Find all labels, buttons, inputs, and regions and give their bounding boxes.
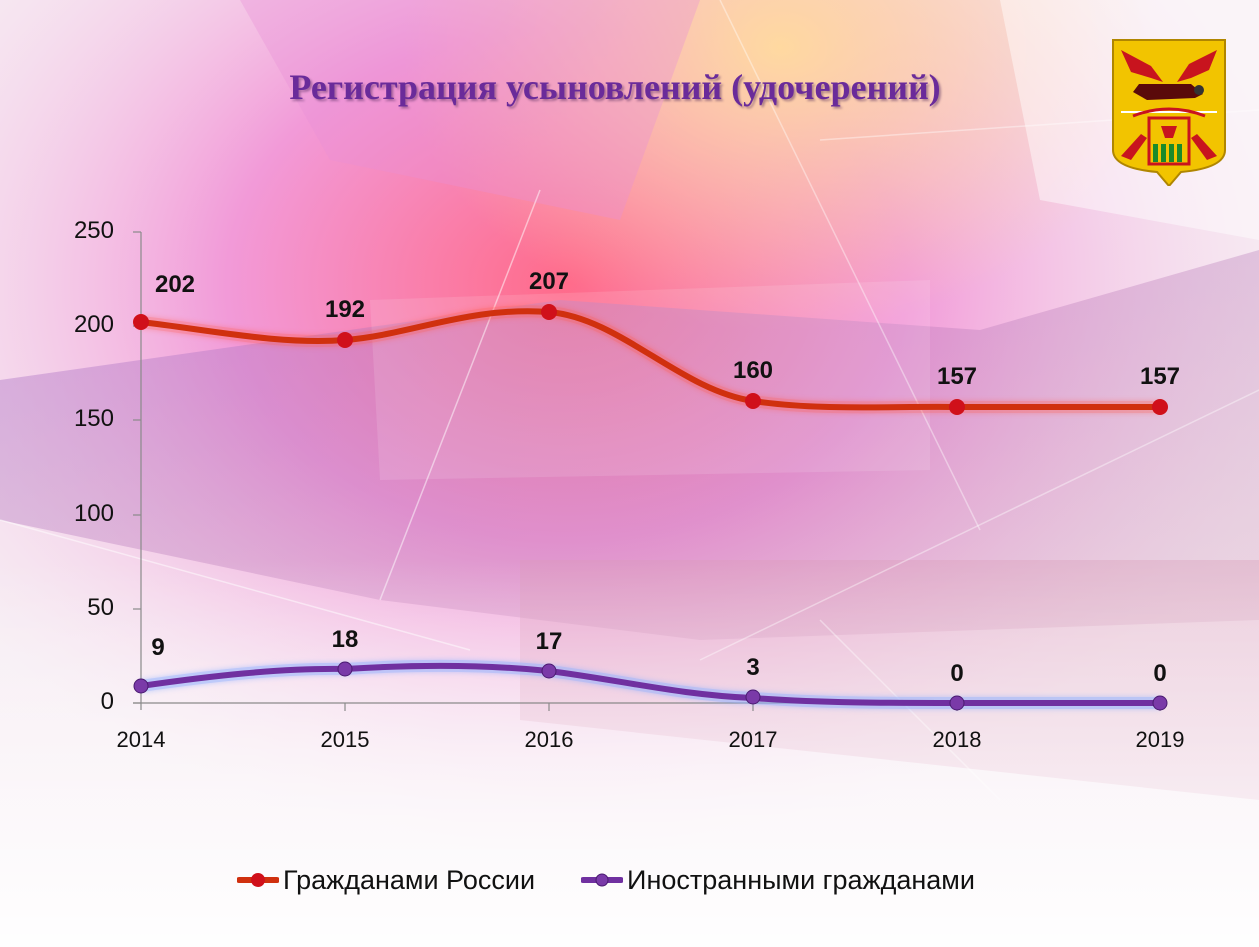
data-point	[337, 332, 353, 348]
data-point	[133, 314, 149, 330]
y-tick-label: 100	[73, 500, 114, 527]
series-foreign	[133, 659, 1168, 711]
y-tick-label: 200	[73, 311, 114, 338]
y-tick-label: 150	[73, 405, 114, 432]
y-tick-label: 0	[100, 688, 114, 715]
x-tick-label: 2019	[1135, 727, 1185, 752]
data-label: 157	[936, 363, 978, 390]
x-tick-label: 2017	[728, 727, 778, 752]
data-point	[949, 399, 965, 415]
legend-marker-red-icon	[237, 873, 279, 887]
x-tick-label: 2018	[932, 727, 982, 752]
legend-item-foreign[interactable]: Иностранными гражданами	[581, 865, 975, 896]
data-label: 3	[746, 654, 760, 681]
legend-item-russia[interactable]: Гражданами России	[237, 865, 535, 896]
x-tick-label: 2016	[524, 727, 574, 752]
data-label: 202	[154, 271, 196, 298]
x-tick-label: 2015	[320, 727, 370, 752]
data-label: 207	[528, 268, 570, 295]
data-label: 17	[535, 628, 563, 655]
chart-legend: Гражданами России Иностранными гражданам…	[237, 860, 975, 900]
data-label: 192	[324, 296, 366, 323]
data-label: 0	[950, 660, 964, 687]
y-tick-label: 250	[73, 217, 114, 244]
data-point	[541, 304, 557, 320]
y-tick-label: 50	[87, 594, 114, 621]
data-point	[1152, 399, 1168, 415]
slide-title: Регистрация усыновлений (удочерений)	[289, 67, 941, 107]
legend-marker-purple-icon	[581, 873, 624, 887]
data-point	[745, 393, 761, 409]
series-russia	[133, 304, 1168, 415]
data-label: 157	[1139, 363, 1181, 390]
x-tick-label: 2014	[116, 727, 166, 752]
data-label: 18	[331, 626, 359, 653]
data-label: 0	[1153, 660, 1167, 687]
legend-label: Гражданами России	[283, 864, 536, 895]
data-label: 160	[732, 357, 774, 384]
data-label: 9	[151, 634, 165, 661]
coat-of-arms-eagle-icon	[1111, 38, 1227, 188]
legend-label: Иностранными гражданами	[627, 864, 975, 895]
